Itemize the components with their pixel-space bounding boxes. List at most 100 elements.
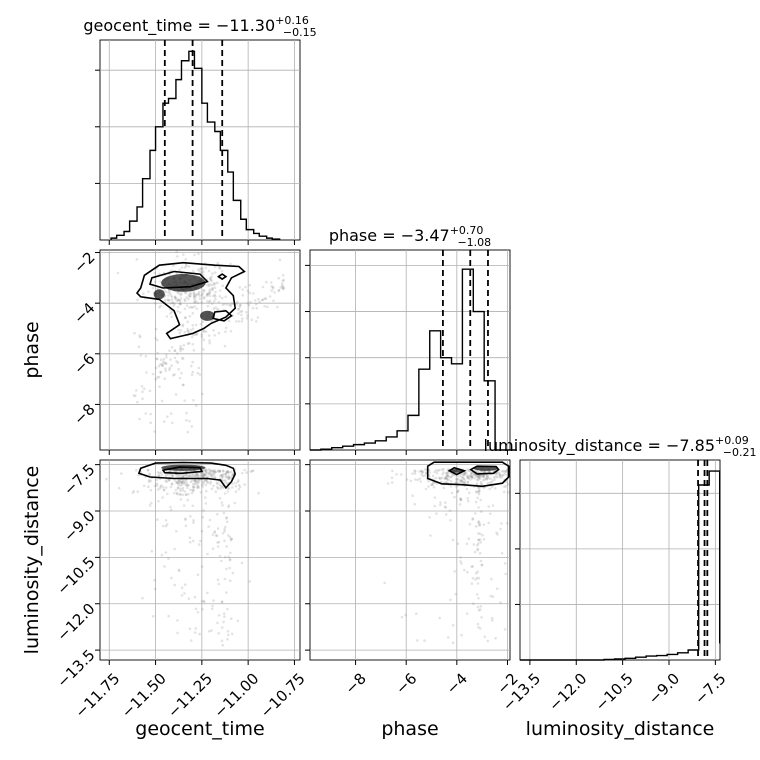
sample-point [196,472,199,476]
sample-point [420,469,423,473]
sample-point [433,504,437,508]
sample-point [222,469,225,473]
sample-point [449,479,453,483]
sample-point [208,292,212,295]
sample-point [170,482,174,486]
sample-point [483,635,487,639]
sample-point [428,471,432,474]
sample-point [196,473,200,477]
sample-point [178,569,181,573]
sample-point [176,291,180,295]
sample-point [212,294,215,298]
sample-point [216,541,219,544]
sample-point [209,278,213,282]
sample-point [218,496,222,500]
x-tick-label: −6 [392,670,420,698]
sample-point [167,557,170,560]
sample-point [505,468,509,472]
sample-point [281,285,285,288]
xlabel-geocent_time: geocent_time [135,718,264,740]
sample-point [471,517,475,520]
sample-point [234,481,237,485]
sample-point [439,477,442,481]
sample-point [180,481,184,484]
sample-point [202,600,206,604]
sample-point [503,472,507,476]
sample-point [474,525,478,528]
sample-point [240,561,244,565]
sample-point [169,508,173,512]
sample-point [479,475,483,478]
sample-point [188,295,192,298]
sample-point [238,286,242,289]
sample-point [415,612,418,615]
sample-point [207,334,211,337]
sample-point [170,295,174,299]
density-core [161,274,206,292]
sample-point [479,541,483,544]
sample-point [189,292,193,296]
sample-point [181,475,184,479]
sample-point [140,385,144,388]
sample-point [213,293,216,297]
sample-point [162,361,166,365]
sample-point [478,551,482,555]
sample-point [181,475,185,479]
sample-point [208,472,211,475]
sample-point [421,470,425,474]
sample-point [138,417,141,421]
sample-point [224,475,227,478]
sample-point [471,518,475,521]
sample-point [461,477,465,480]
sample-point [460,562,463,565]
sample-point [438,616,442,620]
sample-point [163,565,166,568]
sample-point [156,376,159,379]
sample-point [205,479,208,482]
sample-point [218,469,221,473]
sample-point [440,476,444,480]
sample-point [429,534,432,537]
sample-point [181,483,184,486]
sample-point [181,479,184,482]
sample-point [476,548,479,552]
sample-point [463,473,466,477]
sample-point [480,563,484,567]
sample-point [176,631,179,635]
sample-point [253,299,257,302]
sample-point [225,516,228,520]
sample-point [478,521,481,525]
sample-point [499,527,502,531]
sample-point [177,486,180,490]
y-tick-label: −2 [70,248,98,276]
sample-point [194,480,198,483]
x-tick-label: −11.25 [164,670,216,722]
sample-point [466,474,469,477]
sample-point [185,418,188,422]
sample-point [184,291,188,295]
sample-point [170,315,173,319]
sample-point [153,430,156,433]
sample-point [162,489,166,492]
x-tick-label: −12.0 [545,670,590,715]
sample-point [270,281,273,284]
sample-point [448,475,452,479]
panel-frame [99,39,301,241]
sample-point [218,266,221,270]
sample-point [446,475,450,478]
sample-point [416,478,420,482]
sample-point [208,300,211,304]
sample-point [478,474,481,478]
sample-point [192,521,195,524]
sample-point [251,306,255,310]
sample-point [439,501,442,504]
sample-point [168,299,171,302]
sample-point [477,474,481,478]
sample-point [233,501,237,505]
sample-point [453,570,457,573]
sample-point [277,289,281,293]
sample-point [200,565,204,568]
sample-point [202,474,205,477]
sample-point [227,555,231,559]
sample-point [226,470,229,474]
